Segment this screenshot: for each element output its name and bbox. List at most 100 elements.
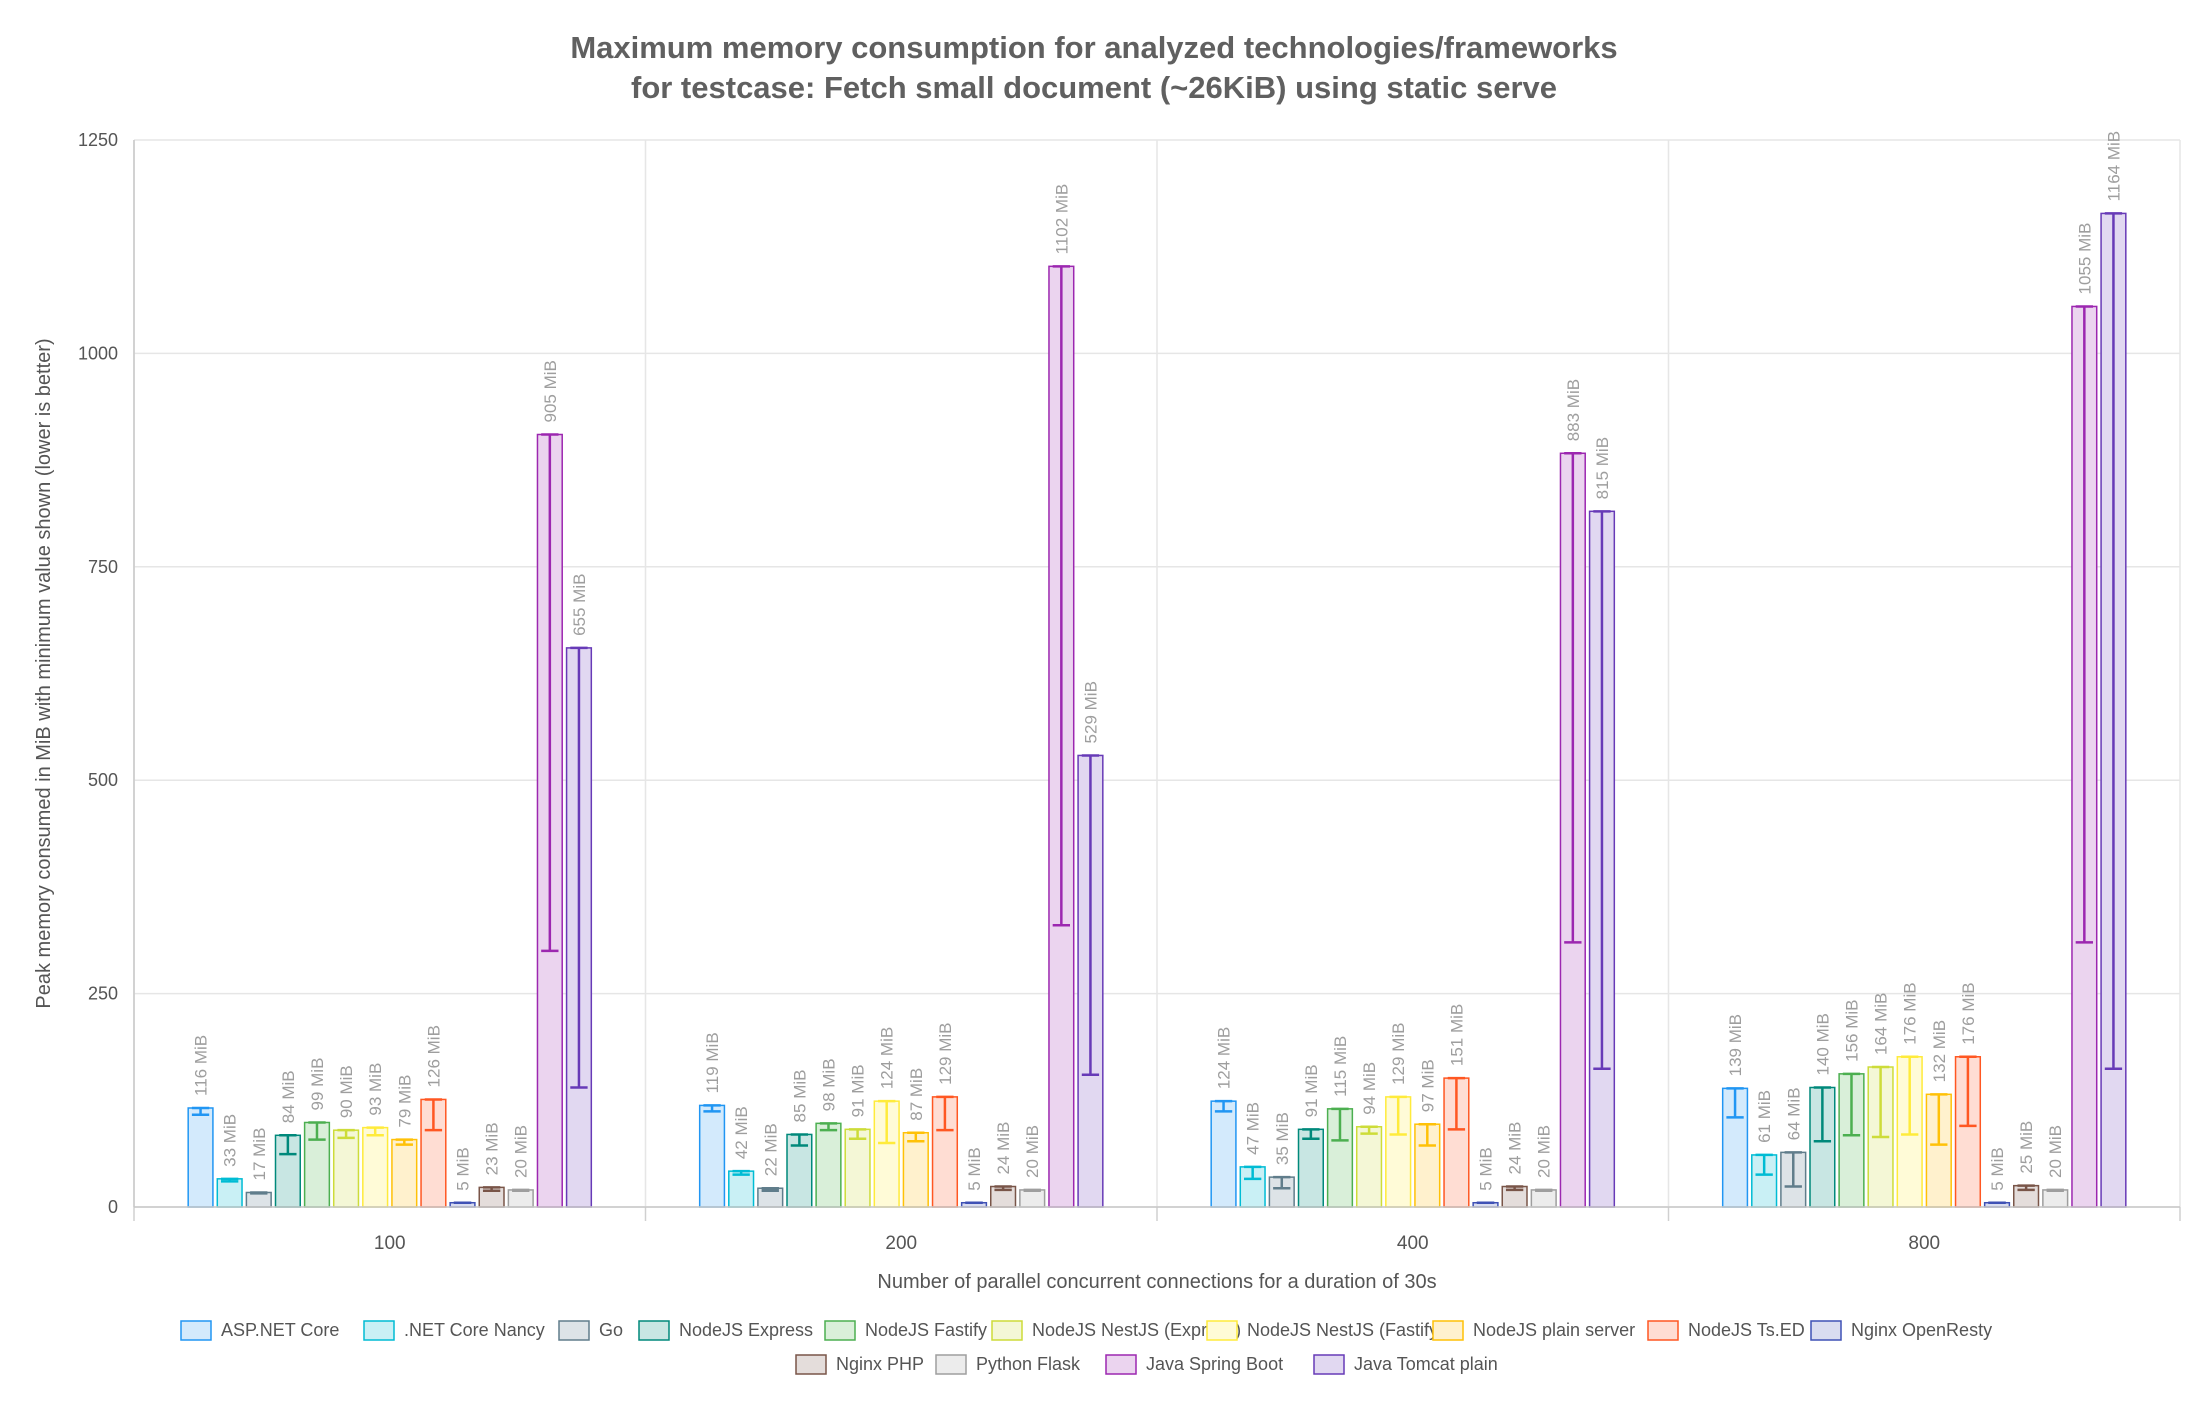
data-label: 87 MiB	[907, 1068, 926, 1121]
legend-item: .NET Core Nancy	[363, 1320, 545, 1341]
legend-label: Python Flask	[976, 1354, 1081, 1374]
data-label: 99 MiB	[308, 1058, 327, 1111]
bar	[507, 1189, 534, 1208]
bar	[698, 1104, 726, 1208]
legend-label: Nginx OpenResty	[1851, 1320, 1992, 1340]
bar	[1019, 1189, 1046, 1208]
legend-label: NodeJS plain server	[1473, 1320, 1635, 1340]
data-label: 156 MiB	[1842, 999, 1861, 1061]
data-label: 129 MiB	[936, 1023, 955, 1085]
data-label: 98 MiB	[819, 1058, 838, 1111]
data-label: 124 MiB	[1215, 1027, 1234, 1089]
data-label: 33 MiB	[221, 1114, 240, 1167]
data-label: 91 MiB	[1302, 1064, 1321, 1117]
x-tick-label: 400	[1397, 1233, 1429, 1254]
data-label: 119 MiB	[703, 1032, 722, 1093]
data-label: 25 MiB	[2017, 1121, 2036, 1174]
data-label: 97 MiB	[1418, 1059, 1437, 1112]
legend-swatch	[1432, 1320, 1464, 1341]
data-label: 20 MiB	[2046, 1125, 2065, 1178]
data-label: 61 MiB	[1755, 1090, 1774, 1143]
legend-swatch	[1810, 1320, 1842, 1341]
data-label: 151 MiB	[1447, 1004, 1466, 1066]
data-label: 655 MiB	[570, 574, 589, 636]
data-label: 64 MiB	[1784, 1087, 1803, 1140]
legend-item: Go	[558, 1320, 623, 1341]
data-label: 22 MiB	[761, 1123, 780, 1176]
bar	[187, 1107, 214, 1208]
legend-item: Nginx PHP	[795, 1354, 924, 1375]
legend-label: NodeJS Fastify	[865, 1320, 987, 1340]
legend-label: Go	[599, 1320, 623, 1340]
data-label: 905 MiB	[541, 360, 560, 422]
legend-label: Java Spring Boot	[1146, 1354, 1283, 1374]
legend-item: NodeJS Express	[638, 1320, 813, 1341]
legend-item: Nginx OpenResty	[1810, 1320, 1992, 1341]
data-label: 116 MiB	[192, 1035, 211, 1096]
data-label: 1055 MiB	[2075, 223, 2094, 295]
legend-swatch	[935, 1354, 967, 1375]
bar	[1559, 452, 1586, 1208]
bar	[728, 1170, 755, 1208]
data-label: 47 MiB	[1244, 1102, 1263, 1155]
y-axis-title: Peak memory consumed in MiB with minimum…	[33, 338, 55, 1008]
y-tick-label: 250	[88, 984, 118, 1004]
legend-item: Java Spring Boot	[1105, 1354, 1283, 1375]
data-label: 883 MiB	[1564, 379, 1583, 441]
data-label: 529 MiB	[1081, 681, 1100, 743]
bar	[815, 1122, 842, 1208]
legend-item: NodeJS Fastify	[824, 1320, 987, 1341]
bar	[1210, 1100, 1237, 1208]
data-label: 90 MiB	[337, 1065, 356, 1118]
data-label: 126 MiB	[424, 1025, 443, 1087]
legend-swatch	[991, 1320, 1023, 1341]
data-label: 815 MiB	[1593, 437, 1612, 499]
data-label: 94 MiB	[1360, 1062, 1379, 1115]
legend-swatch	[558, 1320, 590, 1341]
data-label: 139 MiB	[1726, 1014, 1745, 1076]
data-label: 1164 MiB	[2104, 131, 2123, 202]
data-label: 1102 MiB	[1052, 184, 1071, 255]
data-label: 42 MiB	[732, 1106, 751, 1159]
x-tick-label: 100	[374, 1233, 406, 1254]
legend-swatch	[795, 1354, 827, 1375]
bar	[844, 1128, 871, 1208]
data-label: 20 MiB	[512, 1125, 531, 1178]
legend-label: .NET Core Nancy	[404, 1320, 545, 1340]
data-label: 91 MiB	[849, 1064, 868, 1117]
legend-swatch	[1105, 1354, 1137, 1375]
legend-swatch	[638, 1320, 670, 1341]
bar	[1530, 1189, 1557, 1208]
data-label: 17 MiB	[250, 1128, 269, 1181]
data-label: 35 MiB	[1273, 1112, 1292, 1165]
bar	[2042, 1189, 2069, 1208]
data-label: 129 MiB	[1389, 1023, 1408, 1085]
legend-swatch	[180, 1320, 212, 1341]
data-label: 5 MiB	[1988, 1147, 2007, 1190]
bar	[362, 1126, 389, 1208]
legend-label: Java Tomcat plain	[1354, 1354, 1498, 1374]
y-tick-label: 500	[88, 770, 118, 790]
legend-item: NodeJS plain server	[1432, 1320, 1635, 1341]
data-label: 85 MiB	[790, 1070, 809, 1123]
bar	[332, 1129, 360, 1208]
data-label: 84 MiB	[279, 1070, 298, 1123]
data-label: 176 MiB	[1901, 982, 1920, 1044]
legend-item: Python Flask	[935, 1354, 1081, 1375]
data-label: 176 MiB	[1959, 982, 1978, 1044]
data-label: 140 MiB	[1813, 1013, 1832, 1075]
legend-label: NodeJS NestJS (Express)	[1032, 1320, 1241, 1340]
data-label: 5 MiB	[965, 1147, 984, 1190]
data-label: 124 MiB	[878, 1027, 897, 1089]
legend-label: NodeJS Express	[679, 1320, 813, 1340]
legend-swatch	[1313, 1354, 1345, 1375]
legend-label: NodeJS NestJS (Fastify)	[1247, 1320, 1444, 1340]
legend-swatch	[824, 1320, 856, 1341]
x-tick-label: 200	[885, 1233, 917, 1254]
data-label: 5 MiB	[1477, 1147, 1496, 1190]
data-label: 20 MiB	[1023, 1125, 1042, 1178]
bar	[391, 1138, 418, 1208]
data-label: 164 MiB	[1872, 993, 1891, 1055]
